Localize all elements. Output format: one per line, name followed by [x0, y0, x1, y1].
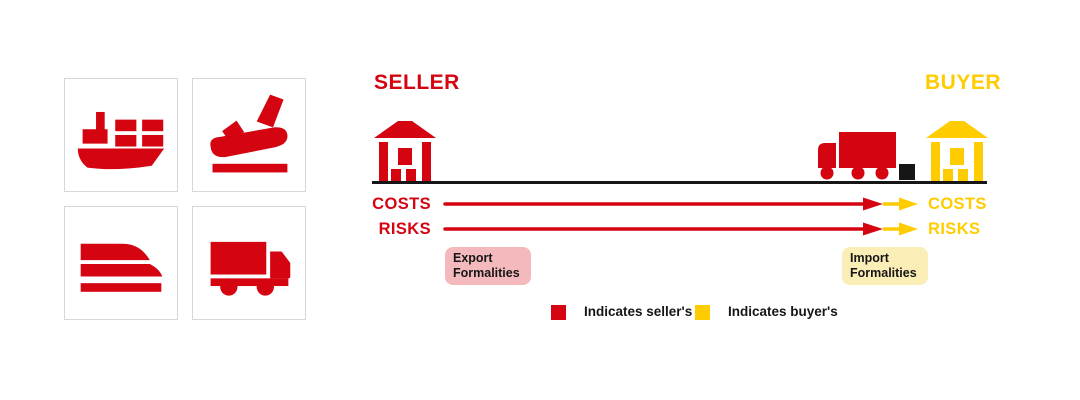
tile-plane [192, 78, 306, 192]
delivery-point-marker [899, 164, 915, 180]
seller-warehouse-icon [374, 121, 436, 181]
costs-arrow [443, 197, 918, 211]
import-formalities-badge: Import Formalities [842, 247, 928, 285]
buyer-costs-label: COSTS [928, 195, 987, 213]
plane-icon [210, 94, 288, 173]
tile-truck [192, 206, 306, 320]
seller-legend-swatch [551, 305, 566, 320]
delivery-truck-icon [818, 132, 896, 180]
buyer-legend-label: Indicates buyer's [728, 304, 838, 319]
seller-heading: SELLER [374, 71, 460, 94]
seller-costs-label: COSTS [372, 195, 431, 213]
tile-train [64, 206, 178, 320]
truck-icon [210, 241, 291, 296]
risks-arrow [443, 222, 918, 236]
buyer-warehouse-icon [926, 121, 988, 181]
ship-icon [77, 111, 165, 170]
train-icon [80, 243, 163, 292]
tile-ship [64, 78, 178, 192]
buyer-legend-swatch [695, 305, 710, 320]
buyer-risks-label: RISKS [928, 220, 981, 238]
seller-risks-label: RISKS [378, 220, 431, 238]
timeline-line [372, 181, 987, 184]
buyer-heading: BUYER [925, 71, 1002, 94]
export-formalities-badge: Export Formalities [445, 247, 531, 285]
seller-legend-label: Indicates seller's [584, 304, 693, 319]
